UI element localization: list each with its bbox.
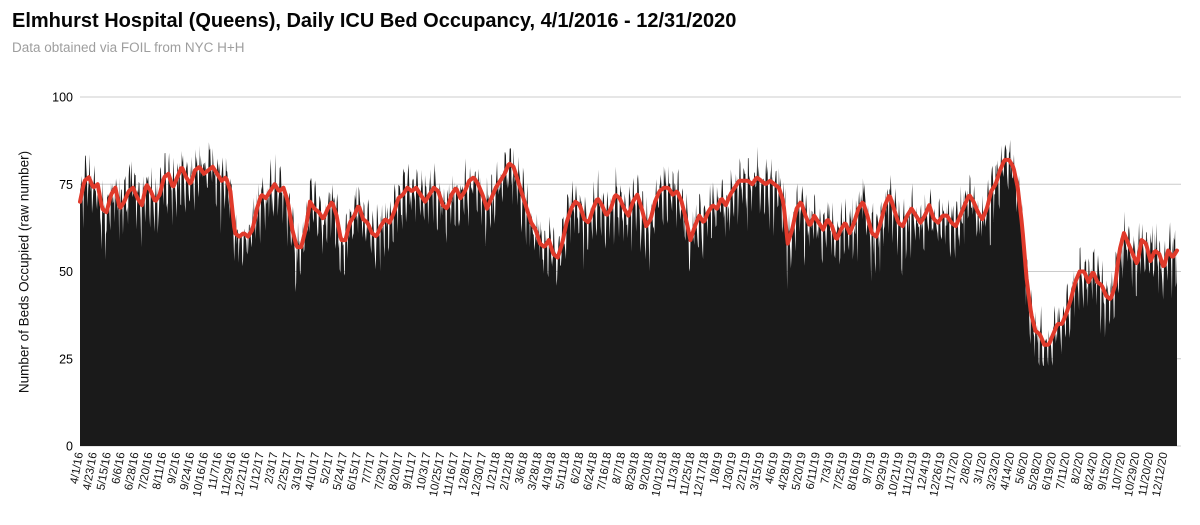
x-tick-label: 5/2/17 xyxy=(319,451,336,485)
y-tick-label: 0 xyxy=(66,440,73,454)
y-axis-title: Number of Beds Occupied (raw number) xyxy=(16,150,32,394)
x-tick-label: 5/6/20 xyxy=(1014,451,1031,485)
x-tick-label: 1/8/19 xyxy=(708,451,725,485)
x-tick-label: 3/1/20 xyxy=(972,451,989,485)
x-tick-label: 4/6/19 xyxy=(764,451,781,485)
x-tick-label: 4/1/16 xyxy=(69,451,86,485)
x-tick-label: 7/7/17 xyxy=(360,451,377,485)
y-tick-label: 75 xyxy=(59,178,73,192)
daily-series-area xyxy=(80,139,1177,446)
x-tick-label: 6/6/16 xyxy=(110,451,127,485)
x-tick-label: 8/2/20 xyxy=(1069,451,1086,485)
x-tick-label: 9/2/16 xyxy=(166,451,183,485)
y-tick-label: 50 xyxy=(59,265,73,279)
x-tick-label: 9/7/19 xyxy=(861,451,878,485)
y-tick-label: 25 xyxy=(59,352,73,366)
x-tick-label: 7/3/19 xyxy=(819,451,836,485)
x-tick-label: 6/2/18 xyxy=(569,451,586,485)
x-tick-label: 2/8/20 xyxy=(958,451,975,485)
chart-title: Elmhurst Hospital (Queens), Daily ICU Be… xyxy=(12,10,737,32)
x-tick-label: 3/6/18 xyxy=(513,451,530,485)
x-tick-label: 2/3/17 xyxy=(263,451,280,485)
x-tick-label: 8/7/18 xyxy=(611,451,628,485)
chart-subtitle: Data obtained via FOIL from NYC H+H xyxy=(12,40,245,55)
y-tick-label: 100 xyxy=(52,91,73,105)
moving-average-line xyxy=(78,157,1179,347)
